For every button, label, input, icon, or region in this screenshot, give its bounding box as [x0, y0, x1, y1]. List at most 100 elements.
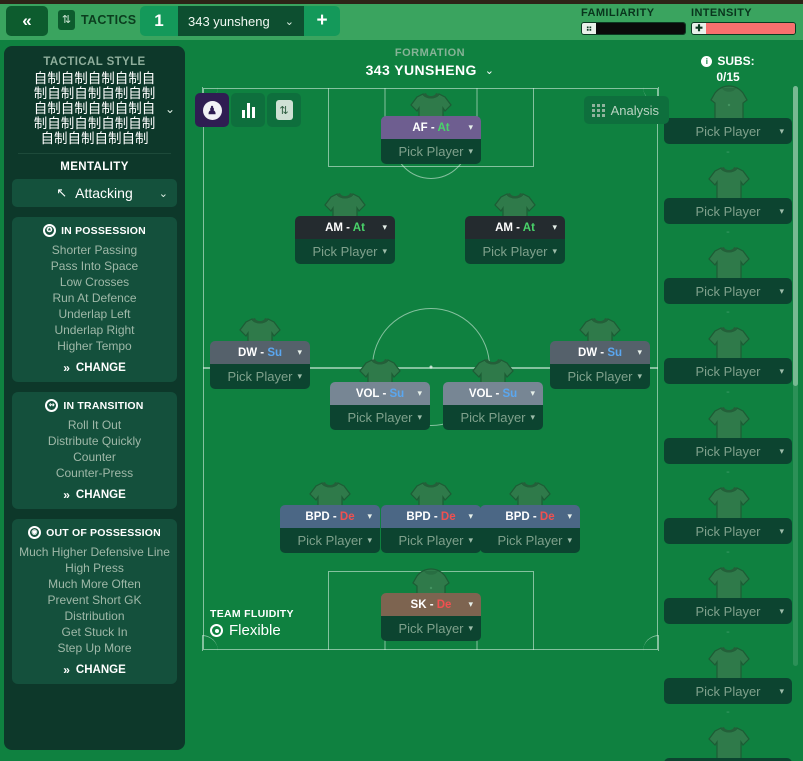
instruction-item[interactable]: Distribute Quickly	[47, 434, 142, 448]
sub-pick-player-dropdown[interactable]: Pick Player▾	[664, 198, 792, 224]
instruction-item[interactable]: Shorter Passing	[51, 243, 138, 257]
pick-player-label: Pick Player	[695, 123, 761, 139]
instruction-item[interactable]: Prevent Short GK Distribution	[47, 593, 142, 623]
duty-code: De	[339, 510, 355, 523]
chevron-down-icon: ▾	[417, 388, 422, 398]
instruction-item[interactable]: Run At Defence	[52, 291, 137, 305]
role-dropdown[interactable]: DW - Su ▾	[550, 341, 650, 364]
player-position-vol[interactable]: VOL - Su ▾ Pick Player ▾	[443, 359, 543, 430]
team-fluidity[interactable]: TEAM FLUIDITY Flexible	[210, 608, 294, 639]
sub-pick-player-dropdown[interactable]: Pick Player▾	[664, 358, 792, 384]
player-position-dw[interactable]: DW - Su ▾ Pick Player ▾	[210, 318, 310, 389]
pick-player-dropdown[interactable]: Pick Player ▾	[550, 364, 650, 389]
sub-pick-player-dropdown[interactable]: Pick Player▾	[664, 278, 792, 304]
player-shirt-icon	[706, 164, 752, 212]
change-instructions-button[interactable]: » CHANGE	[18, 663, 171, 677]
chevron-down-icon: ▾	[367, 511, 372, 521]
instruction-item[interactable]: Counter-Press	[55, 466, 134, 480]
sub-slot: Pick Player ▾ -	[664, 84, 794, 164]
player-position-am[interactable]: AM - At ▾ Pick Player ▾	[465, 193, 565, 264]
add-formation-button[interactable]: +	[304, 6, 340, 36]
instruction-item[interactable]: Get Stuck In	[61, 625, 128, 639]
formation-slot-number[interactable]: 1	[140, 6, 178, 36]
role-dropdown[interactable]: AM - At ▾	[465, 216, 565, 239]
player-position-bpd[interactable]: BPD - De ▾ Pick Player ▾	[381, 482, 481, 553]
role-dropdown[interactable]: VOL - Su ▾	[330, 382, 430, 405]
info-icon[interactable]: i	[701, 55, 713, 67]
sub-pick-player-dropdown[interactable]: Pick Player▾	[664, 598, 792, 624]
sub-pick-player-dropdown[interactable]: Pick Player▾	[664, 758, 792, 761]
stats-view-button[interactable]	[231, 93, 265, 127]
person-circle-icon: ♟	[202, 100, 222, 120]
pick-player-dropdown[interactable]: Pick Player ▾	[381, 528, 481, 553]
instruction-item[interactable]: Underlap Left	[58, 307, 131, 321]
sub-pick-player-dropdown[interactable]: Pick Player▾	[664, 438, 792, 464]
back-button[interactable]: «	[6, 6, 48, 36]
sub-slot: Pick Player ▾ -	[664, 404, 794, 484]
role-dropdown[interactable]: AF - At ▾	[381, 116, 481, 139]
familiarity-bar[interactable]: ⠶	[581, 22, 686, 35]
instruction-item[interactable]: High Press	[65, 561, 124, 575]
role-dropdown[interactable]: BPD - De ▾	[480, 505, 580, 528]
role-dropdown[interactable]: DW - Su ▾	[210, 341, 310, 364]
change-instructions-button[interactable]: » CHANGE	[18, 488, 171, 502]
pick-player-dropdown[interactable]: Pick Player ▾	[295, 239, 395, 264]
pick-player-dropdown[interactable]: Pick Player ▾	[465, 239, 565, 264]
team-fluidity-value: Flexible	[229, 622, 281, 639]
player-position-bpd[interactable]: BPD - De ▾ Pick Player ▾	[280, 482, 380, 553]
instruction-item[interactable]: Low Crosses	[59, 275, 130, 289]
sub-position-label: -	[726, 626, 730, 638]
sub-pick-player-dropdown[interactable]: Pick Player▾	[664, 678, 792, 704]
formation-name-dropdown[interactable]: 343 yunsheng ⌄	[178, 6, 304, 36]
pick-player-dropdown[interactable]: Pick Player ▾	[381, 616, 481, 641]
role-dropdown[interactable]: VOL - Su ▾	[443, 382, 543, 405]
formation-name-button[interactable]: 343 YUNSHENG ⌄	[190, 62, 670, 78]
plus-icon: ✚	[692, 23, 706, 34]
player-position-af[interactable]: AF - At ▾ Pick Player ▾	[381, 93, 481, 164]
pick-player-dropdown[interactable]: Pick Player ▾	[280, 528, 380, 553]
tactical-style-row[interactable]: 自制自制自制自制自制自制自制自制自制自制自制自制自制自制自制自制自制自制自制自制…	[12, 71, 177, 146]
pitch[interactable]: AF - At ▾ Pick Player ▾ AM - At ▾ Pick Player ▾…	[202, 87, 659, 651]
pick-player-dropdown[interactable]: Pick Player ▾	[210, 364, 310, 389]
kit-view-button[interactable]: ⇅	[267, 93, 301, 127]
player-position-sk[interactable]: SK - De ▾ Pick Player ▾	[381, 568, 481, 641]
chevron-down-icon[interactable]: ⌄	[164, 101, 175, 116]
pick-player-dropdown[interactable]: Pick Player ▾	[480, 528, 580, 553]
role-dropdown[interactable]: BPD - De ▾	[381, 505, 481, 528]
sub-pick-player-dropdown[interactable]: Pick Player▾	[664, 518, 792, 544]
duty-code: De	[440, 510, 456, 523]
instruction-item[interactable]: Roll It Out	[67, 418, 122, 432]
pick-player-label: Pick Player	[460, 410, 526, 425]
role-dropdown[interactable]: BPD - De ▾	[280, 505, 380, 528]
intensity-bar[interactable]: ✚	[691, 22, 796, 35]
player-position-dw[interactable]: DW - Su ▾ Pick Player ▾	[550, 318, 650, 389]
instruction-item[interactable]: Pass Into Space	[50, 259, 139, 273]
chevron-down-icon: ▾	[468, 599, 473, 609]
pick-player-dropdown[interactable]: Pick Player ▾	[443, 405, 543, 430]
role-dropdown[interactable]: SK - De ▾	[381, 593, 481, 616]
subs-scrollbar[interactable]	[793, 86, 798, 666]
instruction-item[interactable]: Underlap Right	[54, 323, 135, 337]
pick-player-label: Pick Player	[398, 533, 464, 548]
player-view-button[interactable]: ♟	[195, 93, 229, 127]
player-position-vol[interactable]: VOL - Su ▾ Pick Player ▾	[330, 359, 430, 430]
mentality-dropdown[interactable]: ↖ Attacking ⌄	[12, 179, 177, 207]
player-position-bpd[interactable]: BPD - De ▾ Pick Player ▾	[480, 482, 580, 553]
sub-pick-player-dropdown[interactable]: Pick Player▾	[664, 118, 792, 144]
subs-scrollbar-thumb[interactable]	[793, 86, 798, 386]
chevron-down-icon: ▾	[779, 685, 784, 696]
pick-player-dropdown[interactable]: Pick Player ▾	[330, 405, 430, 430]
player-position-am[interactable]: AM - At ▾ Pick Player ▾	[295, 193, 395, 264]
change-instructions-button[interactable]: » CHANGE	[18, 361, 171, 375]
analysis-button[interactable]: Analysis	[583, 96, 669, 124]
instruction-item[interactable]: Step Up More	[57, 641, 132, 655]
instruction-item[interactable]: Counter	[73, 450, 116, 464]
instruction-item[interactable]: Much Higher Defensive Line	[19, 545, 170, 559]
pick-player-label: Pick Player	[567, 369, 633, 384]
instruction-item[interactable]: Higher Tempo	[57, 339, 132, 353]
role-dropdown[interactable]: AM - At ▾	[295, 216, 395, 239]
instruction-item[interactable]: Much More Often	[48, 577, 141, 591]
tactical-style-label: TACTICAL STYLE	[43, 56, 146, 68]
pick-player-dropdown[interactable]: Pick Player ▾	[381, 139, 481, 164]
sub-position-label: -	[726, 706, 730, 718]
